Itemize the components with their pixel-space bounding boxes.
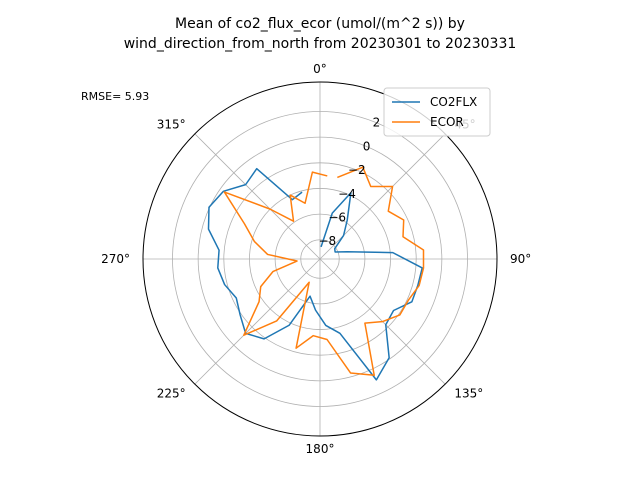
polar-grid — [142, 81, 498, 437]
radial-tick-label: −6 — [328, 211, 346, 225]
chart-title-line2: wind_direction_from_north from 20230301 … — [124, 36, 517, 52]
legend-label-ecor: ECOR — [430, 115, 464, 129]
legend-box — [383, 87, 491, 137]
angular-tick-label: 270° — [101, 252, 130, 266]
angular-tick-label: 225° — [157, 386, 186, 400]
chart-title-line1: Mean of co2_flux_ecor (umol/(m^2 s)) by — [175, 16, 465, 32]
polar-frame — [142, 81, 498, 437]
angular-gridline — [194, 133, 321, 260]
series-group — [207, 166, 425, 381]
angular-tick-label: 315° — [157, 118, 186, 132]
radial-tick-labels: −8 −6 −4 −2 02 — [319, 116, 381, 248]
radial-tick-label: −4 — [338, 187, 356, 201]
angular-tick-label: 90° — [510, 252, 531, 266]
series-line-ecor — [223, 166, 425, 376]
rmse-annotation: RMSE= 5.93 — [81, 90, 149, 103]
radial-tick-label: −2 — [348, 163, 366, 177]
radial-tick-label: −8 — [319, 234, 337, 248]
angular-tick-label: 135° — [454, 386, 483, 400]
angular-gridline — [194, 258, 321, 385]
angular-tick-label: 0° — [313, 62, 327, 76]
radial-tick-label: 2 — [373, 116, 381, 130]
legend-label-co2flx: CO2FLX — [430, 95, 477, 109]
legend: CO2FLX ECOR — [383, 87, 491, 137]
angular-gridline — [319, 133, 446, 260]
radial-tick-label: 0 — [363, 139, 371, 153]
series-line-co2flx — [207, 167, 423, 381]
angular-tick-label: 180° — [306, 442, 335, 456]
